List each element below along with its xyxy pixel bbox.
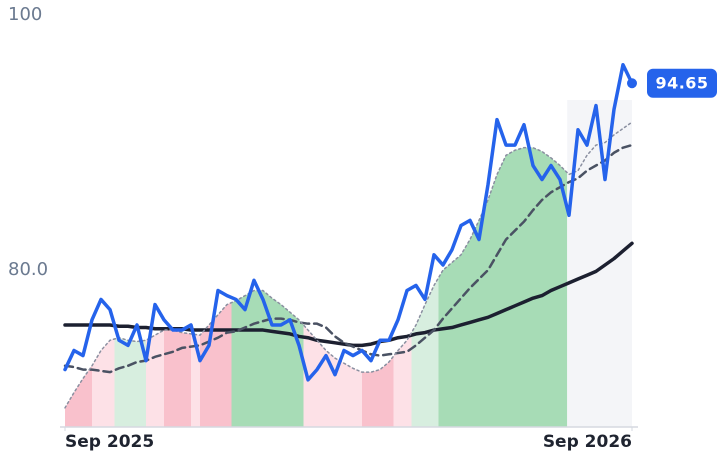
regime-band <box>411 277 439 427</box>
regime-band <box>164 330 191 427</box>
y-tick-label: 80.0 <box>8 259 48 280</box>
line-series <box>63 143 634 374</box>
x-tick-label: Sep 2025 <box>65 432 154 452</box>
last-point <box>627 78 637 89</box>
regime-band <box>92 338 115 427</box>
regime-band <box>438 147 568 427</box>
regime-band <box>114 337 146 427</box>
regime-band <box>200 302 232 427</box>
last-value-label: 94.65 <box>655 74 708 93</box>
y-tick-label: 100 <box>8 4 42 25</box>
regime-band <box>567 100 632 427</box>
line-series <box>64 121 633 409</box>
x-tick-label: Sep 2026 <box>543 432 632 452</box>
regime-band <box>303 324 362 427</box>
regime-band <box>65 365 92 427</box>
last-value-tag <box>647 68 717 98</box>
line-series <box>63 62 634 382</box>
regime-band <box>362 356 394 427</box>
regime-band <box>393 332 412 427</box>
